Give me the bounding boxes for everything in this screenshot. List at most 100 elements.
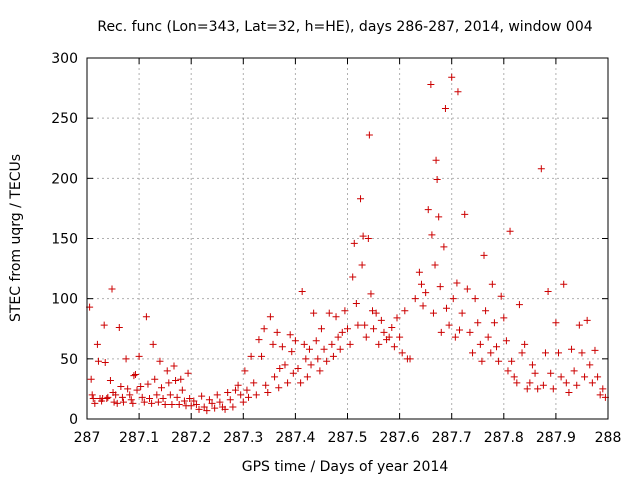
data-point — [208, 399, 216, 407]
data-point — [186, 395, 194, 403]
data-point — [89, 395, 97, 403]
x-tick-label: 287.4 — [275, 430, 315, 446]
data-point — [198, 392, 206, 400]
data-point — [435, 213, 443, 221]
data-point — [278, 343, 286, 351]
data-point — [205, 396, 213, 404]
data-point — [557, 373, 565, 381]
data-point — [591, 346, 599, 354]
data-point — [549, 385, 557, 393]
data-point — [528, 361, 536, 369]
data-point — [552, 319, 560, 327]
data-point — [317, 325, 325, 333]
data-point — [398, 349, 406, 357]
data-point — [294, 364, 302, 372]
x-tick-label: 287 — [74, 430, 101, 446]
data-point — [596, 391, 604, 399]
data-point — [148, 399, 156, 407]
x-tick-label: 287.1 — [119, 430, 159, 446]
y-tick-label: 150 — [51, 232, 78, 248]
data-point — [262, 381, 270, 389]
data-point — [165, 379, 173, 387]
data-point — [573, 381, 581, 389]
data-point — [504, 367, 512, 375]
data-point — [190, 397, 198, 405]
data-point — [127, 396, 135, 404]
data-point — [478, 357, 486, 365]
data-point — [87, 375, 95, 383]
data-point — [149, 340, 157, 348]
data-point — [231, 386, 239, 394]
data-point — [427, 80, 435, 88]
data-point — [113, 399, 121, 407]
data-point — [135, 352, 143, 360]
data-point — [349, 273, 357, 281]
data-point — [200, 403, 208, 411]
data-point — [158, 384, 166, 392]
data-point — [555, 349, 563, 357]
data-point — [367, 290, 375, 298]
data-point — [372, 309, 380, 317]
data-point — [502, 337, 510, 345]
data-point — [195, 405, 203, 413]
data-point — [500, 314, 508, 322]
data-point — [117, 383, 125, 391]
data-point — [316, 367, 324, 375]
data-point — [172, 376, 180, 384]
data-point — [284, 379, 292, 387]
data-point — [358, 261, 366, 269]
data-point — [100, 321, 108, 329]
data-point — [461, 210, 469, 218]
data-point — [476, 340, 484, 348]
data-point — [493, 343, 501, 351]
data-point — [269, 340, 277, 348]
data-point — [307, 361, 315, 369]
data-point — [350, 239, 358, 247]
data-point — [245, 393, 253, 401]
data-point — [258, 352, 266, 360]
data-point — [118, 393, 126, 401]
data-point — [453, 279, 461, 287]
data-point — [424, 206, 432, 214]
data-point — [122, 355, 130, 363]
data-point — [436, 283, 444, 291]
data-point — [469, 349, 477, 357]
data-point — [226, 396, 234, 404]
data-point — [334, 333, 342, 341]
data-point — [474, 319, 482, 327]
data-point — [126, 391, 134, 399]
data-point — [531, 369, 539, 377]
data-point — [184, 369, 192, 377]
data-point — [119, 398, 127, 406]
chart-title: Rec. func (Lon=343, Lat=32, h=HE), days … — [97, 19, 592, 35]
data-point — [406, 355, 414, 363]
data-point — [432, 156, 440, 164]
data-point — [310, 309, 318, 317]
data-point — [142, 313, 150, 321]
data-point — [110, 398, 118, 406]
x-tick-label: 287.6 — [380, 430, 420, 446]
data-points — [86, 73, 609, 415]
data-point — [216, 398, 224, 406]
data-point — [275, 384, 283, 392]
data-point — [192, 401, 200, 409]
data-point — [560, 280, 568, 288]
data-point — [411, 295, 419, 303]
data-point — [154, 398, 162, 406]
data-point — [130, 372, 138, 380]
y-tick-label: 50 — [60, 352, 78, 368]
data-point — [328, 340, 336, 348]
data-point — [510, 373, 518, 381]
data-point — [449, 295, 457, 303]
data-point — [281, 361, 289, 369]
data-point — [526, 379, 534, 387]
x-tick-label: 287.9 — [536, 430, 576, 446]
data-point — [329, 352, 337, 360]
data-point — [541, 349, 549, 357]
data-point — [314, 355, 322, 363]
data-point — [393, 314, 401, 322]
data-point — [565, 389, 573, 397]
data-point — [115, 324, 123, 332]
y-tick-label: 250 — [51, 111, 78, 127]
data-point — [243, 386, 251, 394]
